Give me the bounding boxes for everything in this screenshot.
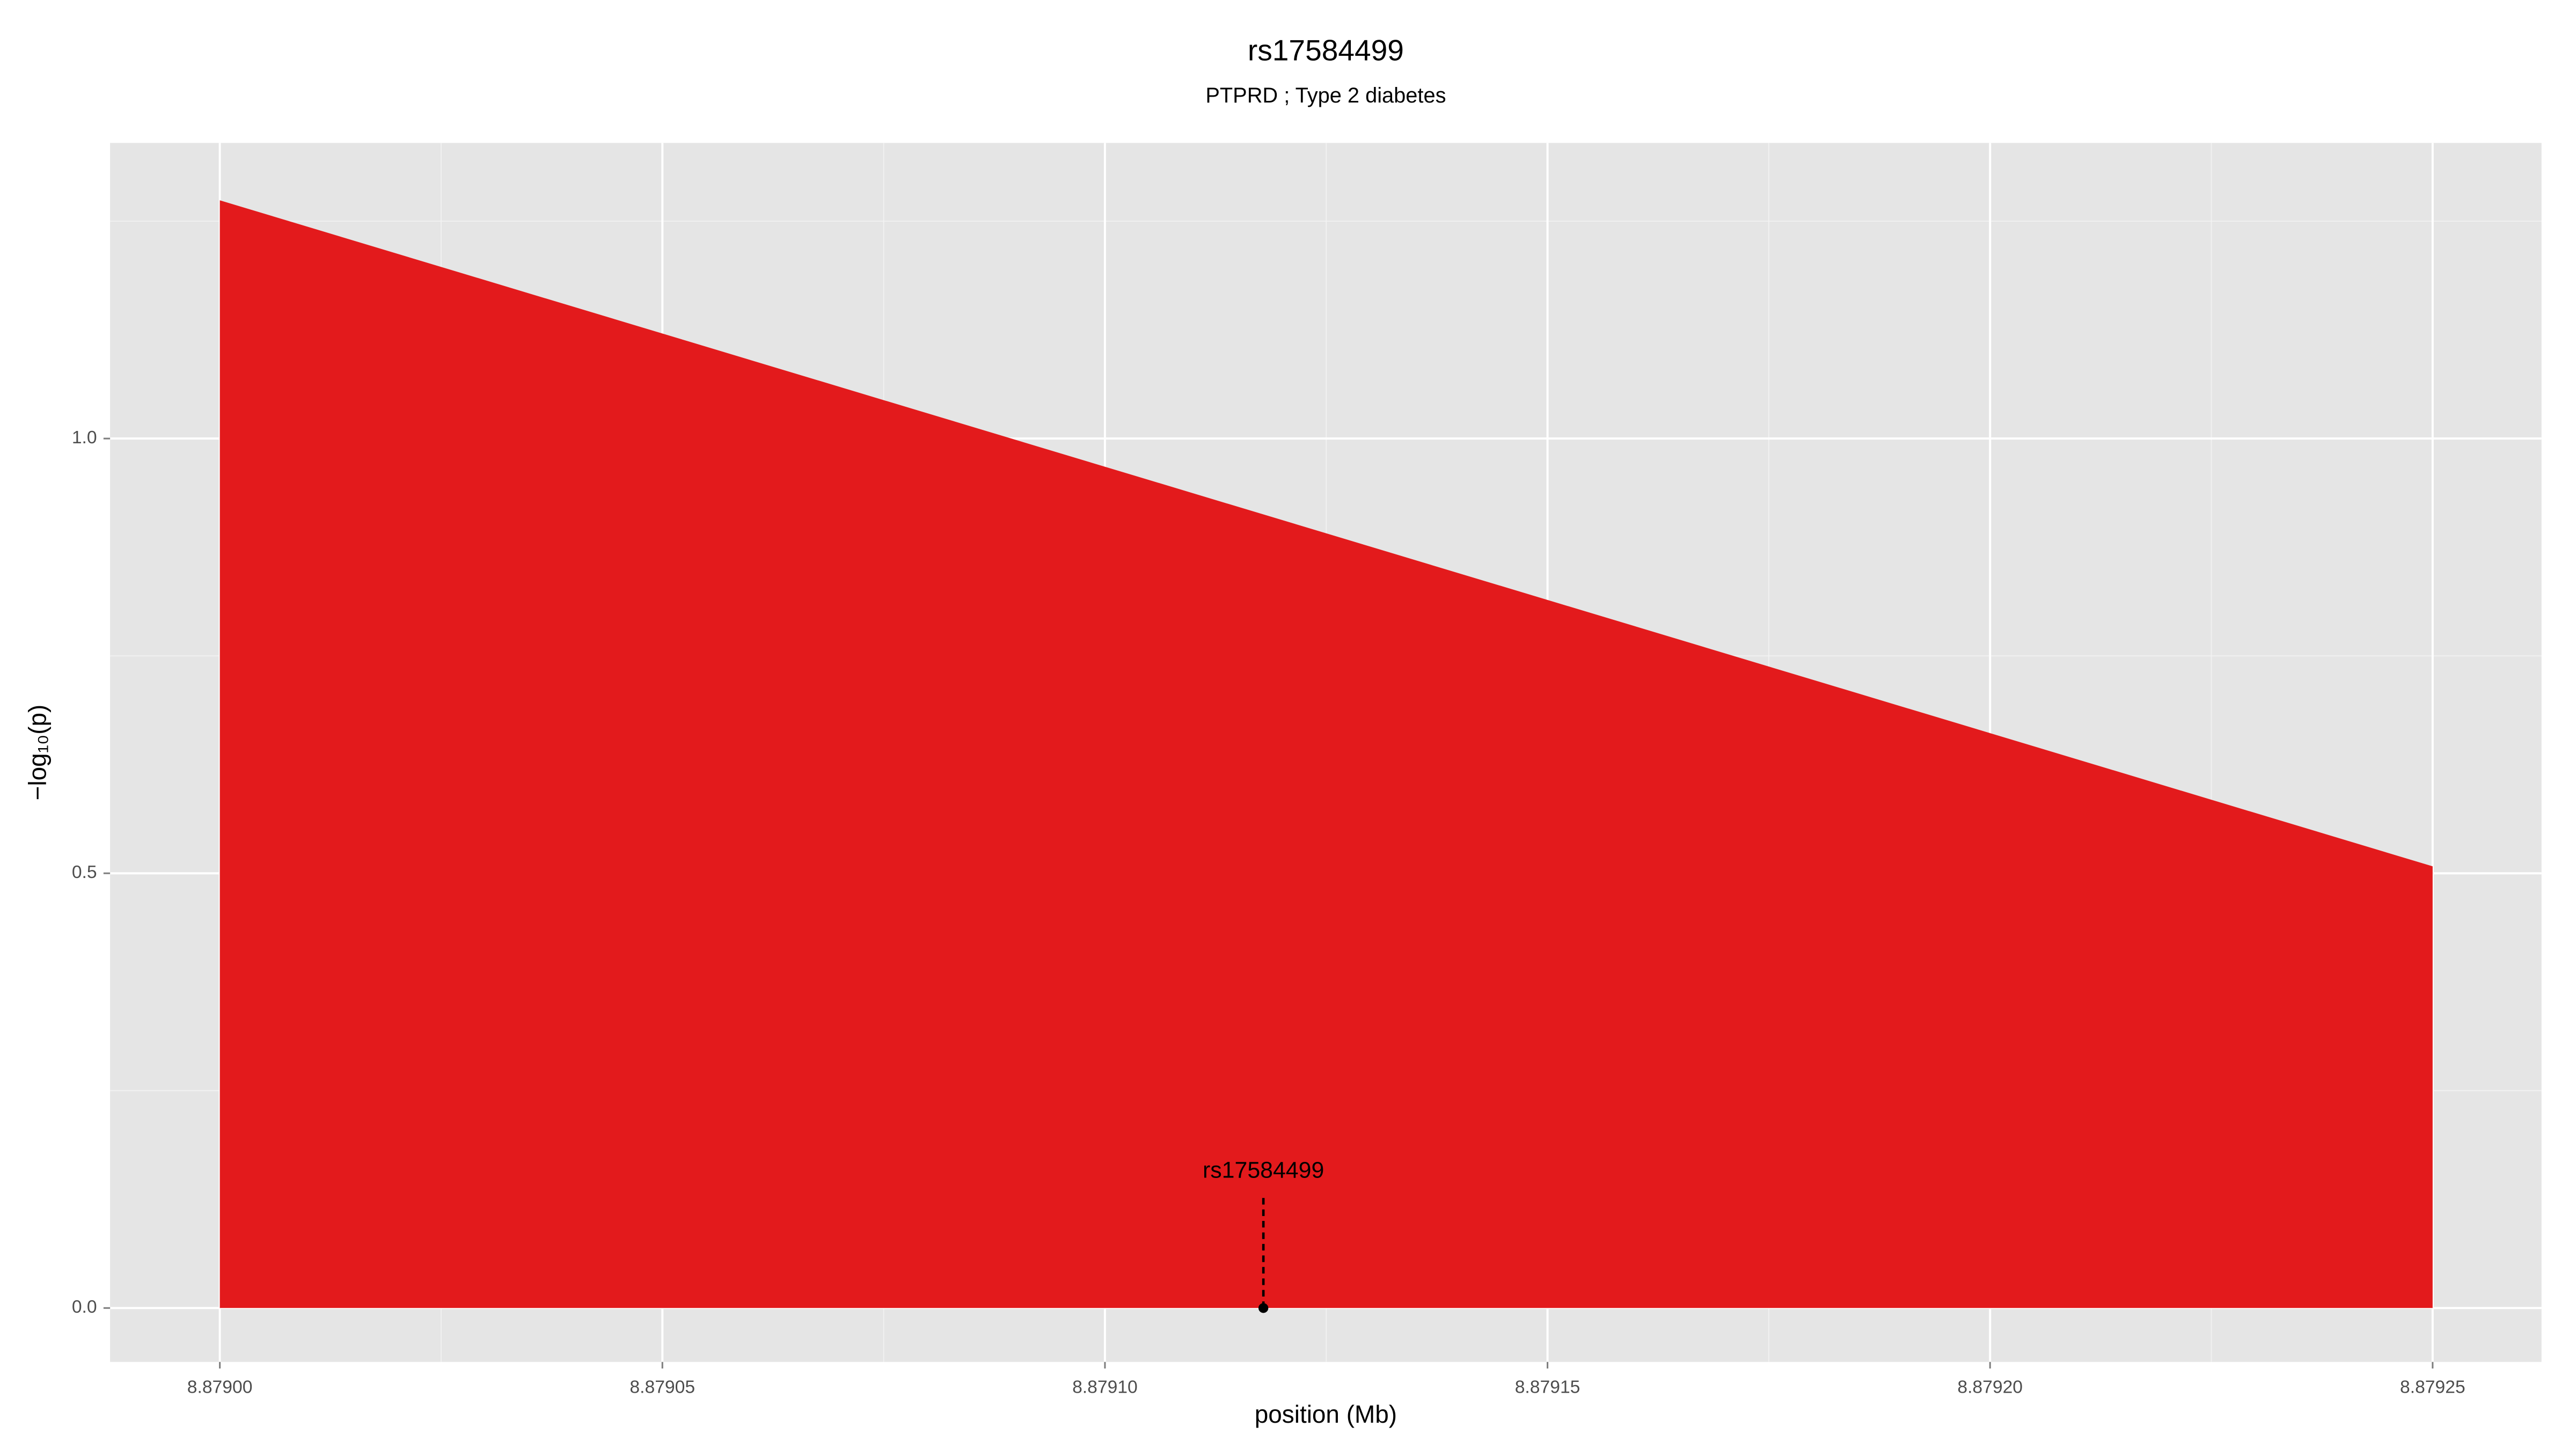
area (219, 200, 2433, 1308)
y-axis-label: −log₁₀(p) (24, 705, 52, 801)
y-tick-label: 0.0 (72, 1297, 97, 1317)
x-tick-label: 8.87920 (1957, 1378, 2023, 1397)
x-tick-label: 8.87925 (2400, 1378, 2465, 1397)
annotation-label: rs17584499 (1203, 1157, 1324, 1183)
y-tick-label: 1.0 (72, 428, 97, 448)
x-tick-label: 8.87910 (1072, 1378, 1138, 1397)
x-axis-label: position (Mb) (1255, 1400, 1397, 1428)
chart-subtitle: PTPRD ; Type 2 diabetes (1205, 84, 1446, 107)
y-tick-label: 0.5 (72, 862, 97, 882)
annotation-point (1258, 1303, 1269, 1313)
x-tick-label: 8.87900 (187, 1378, 253, 1397)
x-tick-label: 8.87905 (630, 1378, 695, 1397)
chart-title: rs17584499 (1248, 34, 1404, 67)
x-tick-label: 8.87915 (1515, 1378, 1580, 1397)
